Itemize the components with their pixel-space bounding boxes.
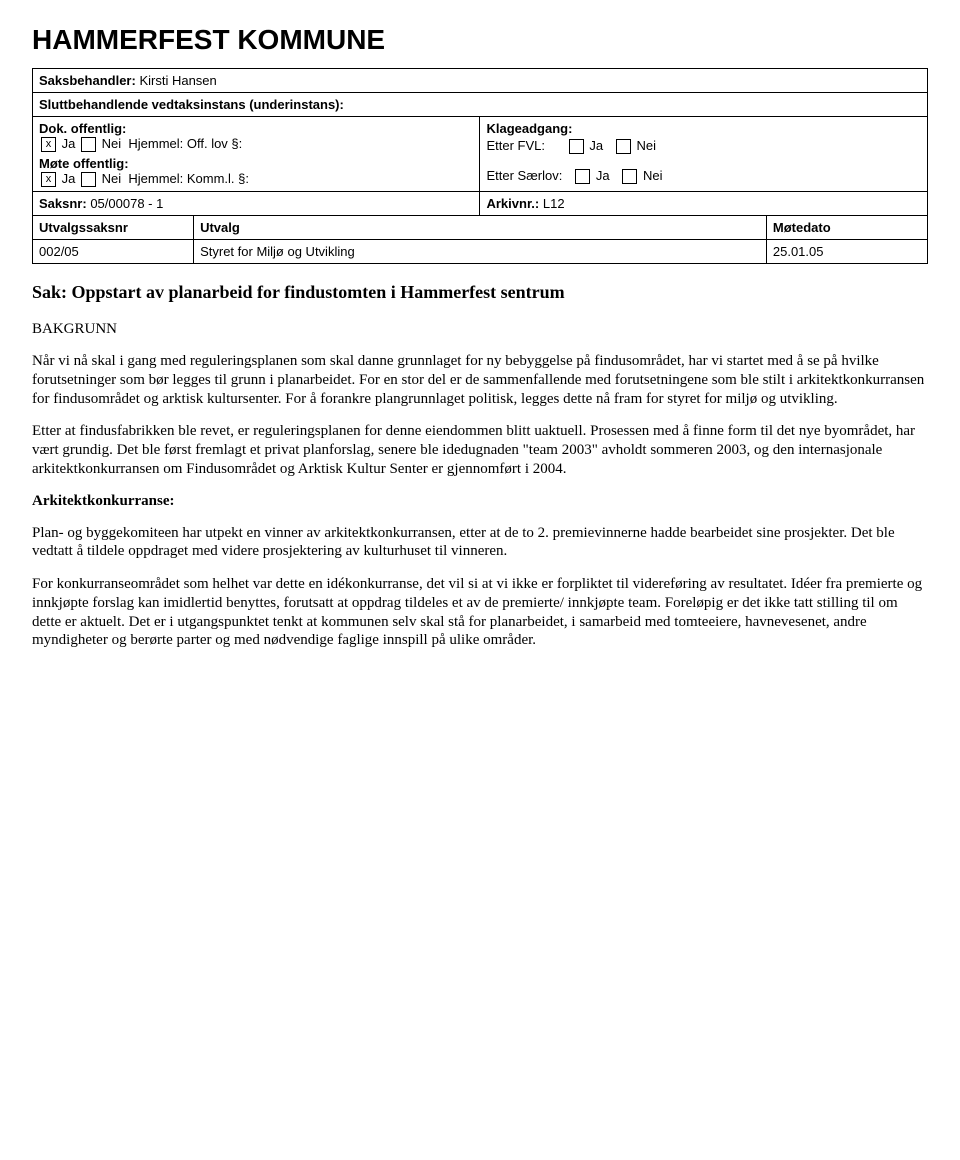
- klageadgang-label: Klageadgang:: [486, 121, 921, 136]
- arkivnr-label: Arkivnr.:: [486, 196, 539, 211]
- cell-dato: 25.01.05: [766, 240, 927, 264]
- etter-saerlov-label: Etter Særlov:: [486, 168, 562, 183]
- checkbox-mote-ja: x: [41, 172, 56, 187]
- paragraph-4: For konkurranseområdet som helhet var de…: [32, 575, 928, 650]
- arkitekt-heading: Arkitektkonkurranse:: [32, 493, 928, 510]
- page-title: HAMMERFEST KOMMUNE: [32, 24, 928, 56]
- saksnr-value: 05/00078 - 1: [90, 196, 163, 211]
- bakgrunn-heading: BAKGRUNN: [32, 321, 928, 338]
- etter-fvl-label: Etter FVL:: [486, 138, 545, 153]
- sluttbehandlende-label: Sluttbehandlende vedtaksinstans (underin…: [39, 97, 344, 112]
- label-nei: Nei: [102, 136, 122, 151]
- paragraph-2: Etter at findusfabrikken ble revet, er r…: [32, 422, 928, 478]
- label-ja-2: Ja: [62, 171, 76, 186]
- metadata-table: Saksbehandler: Kirsti Hansen Sluttbehand…: [32, 68, 928, 264]
- paragraph-3: Plan- og byggekomiteen har utpekt en vin…: [32, 524, 928, 562]
- label-nei-2: Nei: [102, 171, 122, 186]
- col-utvalgssaksnr: Utvalgssaksnr: [33, 216, 194, 240]
- checkbox-fvl-ja: [569, 139, 584, 154]
- cell-saksnr: 002/05: [33, 240, 194, 264]
- label-nei-4: Nei: [643, 168, 663, 183]
- col-motedato: Møtedato: [766, 216, 927, 240]
- checkbox-fvl-nei: [616, 139, 631, 154]
- cell-utvalg: Styret for Miljø og Utvikling: [194, 240, 767, 264]
- saksnr-label: Saksnr:: [39, 196, 87, 211]
- arkivnr-value: L12: [543, 196, 565, 211]
- col-utvalg: Utvalg: [194, 216, 767, 240]
- hjemmel-komm-label: Hjemmel: Komm.l. §:: [128, 171, 249, 186]
- label-nei-3: Nei: [637, 138, 657, 153]
- checkbox-dok-ja: x: [41, 137, 56, 152]
- hjemmel-off-label: Hjemmel: Off. lov §:: [128, 136, 242, 151]
- label-ja-4: Ja: [596, 168, 610, 183]
- saksbehandler-label: Saksbehandler:: [39, 73, 136, 88]
- mote-offentlig-label: Møte offentlig:: [39, 156, 129, 171]
- dok-offentlig-label: Dok. offentlig:: [39, 121, 126, 136]
- paragraph-1: Når vi nå skal i gang med reguleringspla…: [32, 352, 928, 408]
- label-ja-3: Ja: [589, 138, 603, 153]
- label-ja: Ja: [62, 136, 76, 151]
- saksbehandler-value: Kirsti Hansen: [139, 73, 216, 88]
- checkbox-mote-nei: [81, 172, 96, 187]
- checkbox-saerlov-nei: [622, 169, 637, 184]
- case-title: Sak: Oppstart av planarbeid for findusto…: [32, 282, 928, 303]
- checkbox-dok-nei: [81, 137, 96, 152]
- checkbox-saerlov-ja: [575, 169, 590, 184]
